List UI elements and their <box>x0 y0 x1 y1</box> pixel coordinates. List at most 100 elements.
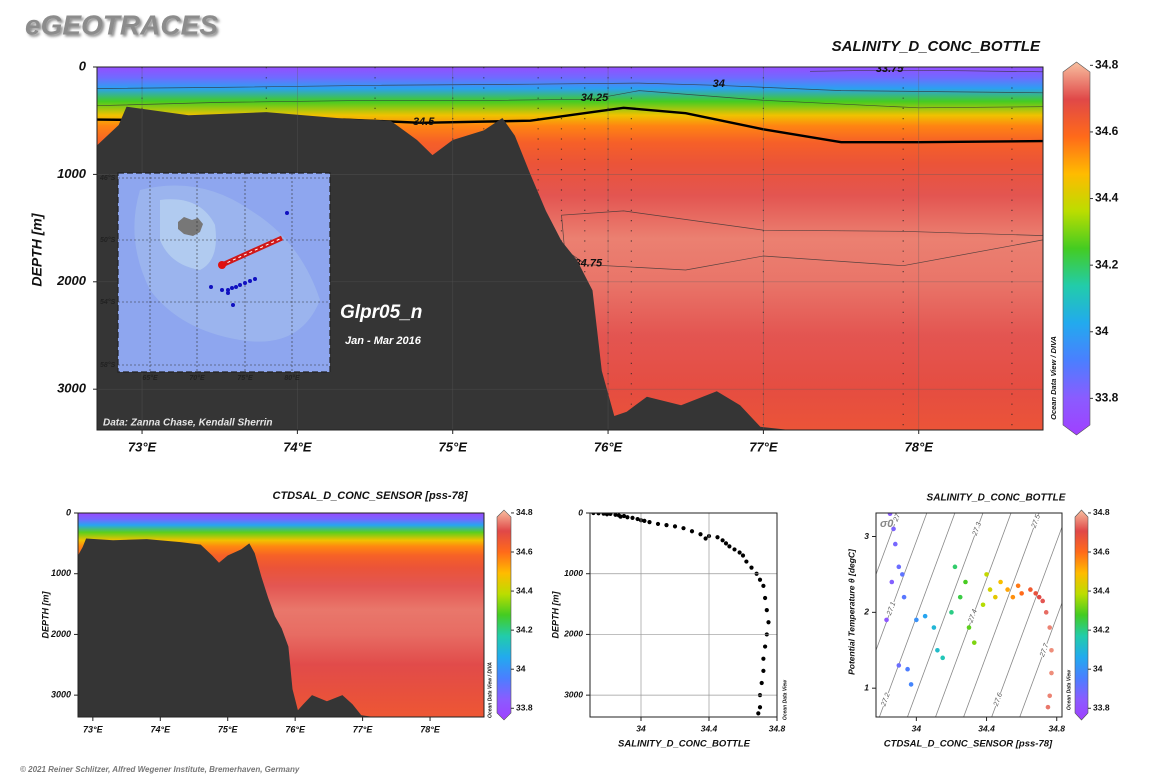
isopycnal-label-bg <box>1038 642 1051 659</box>
map-track-dash <box>221 237 283 266</box>
map-station <box>218 261 226 269</box>
isopycnal <box>991 525 1062 717</box>
data-point <box>761 583 766 588</box>
colorbar-tick-label: 33.8 <box>516 703 533 713</box>
y-tick-label: 0 <box>66 507 71 517</box>
colorbar <box>1062 61 1091 436</box>
y-tick-label: 3000 <box>57 381 87 396</box>
data-point <box>737 550 742 555</box>
x-axis-label: CTDSAL_D_CONC_SENSOR [pss-78] <box>884 739 1053 750</box>
y-axis-label: DEPTH [m] <box>550 590 560 638</box>
y-tick-label: 3000 <box>564 689 583 699</box>
isopycnal-label: 27.5 <box>1030 514 1042 530</box>
data-credit: Data: Zanna Chase, Kendall Sherrin <box>103 418 273 429</box>
data-point <box>647 520 652 525</box>
data-point <box>935 647 940 653</box>
data-point <box>1043 610 1049 615</box>
isopycnal-label-bg <box>885 600 898 617</box>
x-tick-label: 74°E <box>150 724 171 734</box>
y-tick-label: 1000 <box>564 568 583 578</box>
data-point <box>908 682 914 687</box>
colorbar-tick-label: 34.8 <box>1093 507 1110 517</box>
y-axis-label: Potential Temperature θ [degC] <box>846 548 856 675</box>
data-point <box>757 705 763 710</box>
isopycnal-label-bg <box>879 691 893 708</box>
data-point <box>963 579 968 585</box>
x-tick-label: 34.4 <box>978 723 995 733</box>
data-point <box>761 656 766 661</box>
colorbar-tick-label: 34.8 <box>1095 58 1119 72</box>
chart-title: SALINITY_D_CONC_BOTTLE <box>927 493 1066 504</box>
map-graticule <box>118 173 330 372</box>
plot-frame <box>589 512 778 718</box>
data-point <box>715 535 720 540</box>
x-tick-label: 34 <box>912 723 922 733</box>
side-label: Ocean Data View / DIVA <box>1049 336 1058 420</box>
isopycnal-label-bg <box>966 608 980 625</box>
colorbar-tick-label: 33.8 <box>1095 391 1119 405</box>
colorbar-tick-label: 34 <box>1093 663 1103 673</box>
data-point <box>1033 591 1038 596</box>
isopycnal-label-bg <box>1029 513 1043 530</box>
data-point <box>689 529 695 534</box>
data-point <box>761 668 766 673</box>
data-point <box>998 579 1003 585</box>
x-tick-label: 34.8 <box>769 723 786 733</box>
data-point <box>766 620 771 625</box>
map-lat-label: 46°S <box>99 174 116 182</box>
isopycnal-title: σ0 <box>880 518 894 530</box>
side-label: Ocean Data View / DIVA <box>487 662 493 718</box>
data-point <box>621 513 627 519</box>
data-point <box>764 608 769 613</box>
x-tick-label: 78°E <box>420 724 441 734</box>
data-point <box>749 565 754 570</box>
data-point <box>756 711 761 716</box>
data-point <box>922 613 928 619</box>
colorbar-tick-label: 34.4 <box>1095 191 1119 205</box>
data-point <box>984 572 989 577</box>
chart-title: CTDSAL_D_CONC_SENSOR [pss-78] <box>273 490 468 502</box>
data-point <box>613 513 618 517</box>
x-axis-label: SALINITY_D_CONC_BOTTLE <box>618 739 751 750</box>
map-lon-label: 65°E <box>142 374 158 382</box>
isopycnal-label: 27.1 <box>886 601 898 617</box>
isopycnal <box>963 513 1040 717</box>
isopycnal-label-bg <box>991 691 1005 708</box>
y-axis-label: DEPTH [m] <box>29 212 45 286</box>
data-point <box>949 610 954 615</box>
map-lat-label: 50°S <box>100 236 116 244</box>
y-tick-label: 3000 <box>51 690 71 700</box>
data-point <box>896 663 902 668</box>
data-point <box>971 640 977 645</box>
y-tick-label: 0 <box>578 507 583 517</box>
data-point <box>1019 591 1024 596</box>
data-point <box>884 617 889 623</box>
isopycnal-label: 27.6 <box>992 692 1004 708</box>
isopycnal-label-bg <box>970 520 984 537</box>
data-point <box>887 513 893 517</box>
map-frame <box>117 172 331 373</box>
map-lat-label: 54°S <box>100 298 116 306</box>
x-tick-label: 76°E <box>285 724 306 734</box>
data-point <box>763 644 768 649</box>
colorbar-tick-label: 34 <box>1095 324 1109 338</box>
data-point <box>1028 587 1033 592</box>
data-point <box>757 577 763 582</box>
x-tick-label: 75°E <box>439 439 468 454</box>
x-tick-label: 73°E <box>128 439 157 454</box>
x-tick-label: 75°E <box>218 724 239 734</box>
y-tick-label: 2000 <box>563 629 583 639</box>
data-point <box>896 564 902 570</box>
colorbar <box>496 509 512 721</box>
map-lon-label: 80°E <box>284 374 300 382</box>
plot-background <box>876 513 1062 717</box>
inset-map: 46°S 50°S 54°S 58°S 65°E 70°E 75°E 80°E … <box>99 172 422 429</box>
isopycnal-label: 27.2 <box>880 692 892 708</box>
data-point <box>940 655 945 661</box>
x-tick-label: 34 <box>636 723 646 733</box>
colorbar-tick-label: 34.8 <box>516 507 533 517</box>
x-tick-label: 34.8 <box>1048 723 1065 733</box>
isopycnal-label-bg <box>890 513 904 526</box>
y-tick-label: 2000 <box>56 273 87 288</box>
